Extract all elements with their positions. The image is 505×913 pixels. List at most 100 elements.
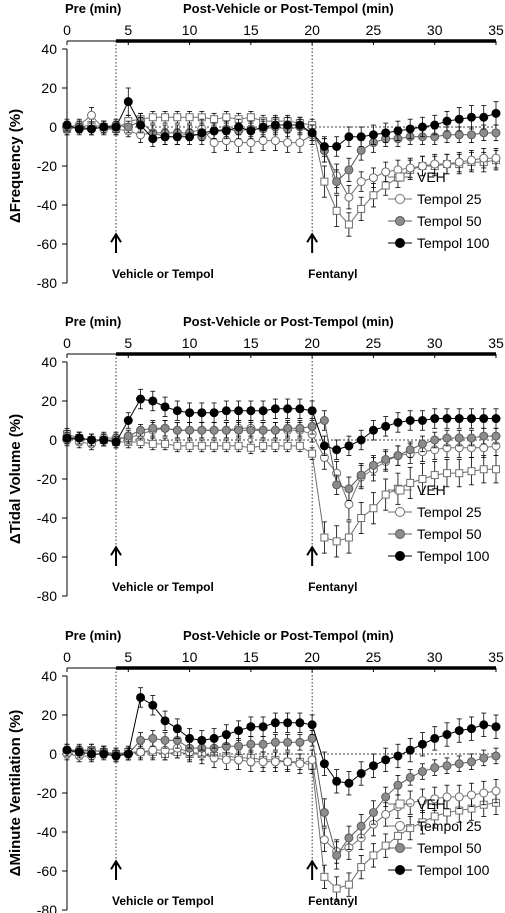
y-tick-label: 40 xyxy=(41,668,57,684)
data-point xyxy=(356,435,366,445)
data-point xyxy=(332,142,342,151)
data-point xyxy=(479,465,488,474)
data-point xyxy=(295,759,305,769)
data-point xyxy=(258,406,268,416)
data-point xyxy=(319,808,329,817)
data-point xyxy=(197,735,207,745)
data-point xyxy=(307,128,317,138)
data-point xyxy=(148,396,158,406)
top-axis-tick-label: 5 xyxy=(124,649,132,665)
data-point xyxy=(222,113,231,122)
legend-marker xyxy=(395,485,405,495)
data-point xyxy=(344,484,354,494)
top-axis-tick-label: 15 xyxy=(243,335,259,351)
data-point xyxy=(283,757,293,767)
data-point xyxy=(332,884,341,893)
data-point xyxy=(270,136,280,146)
data-point xyxy=(393,417,403,427)
data-point xyxy=(234,741,244,751)
data-point xyxy=(172,724,182,734)
data-point xyxy=(442,130,452,140)
top-axis-tick-label: 20 xyxy=(304,22,320,38)
data-point xyxy=(270,757,280,767)
top-axis-tick-label: 10 xyxy=(182,22,198,38)
data-point xyxy=(111,751,121,761)
data-point xyxy=(62,433,72,443)
data-point xyxy=(259,441,268,450)
data-point xyxy=(479,443,489,453)
data-point xyxy=(479,788,489,798)
data-point xyxy=(491,153,501,163)
data-point xyxy=(307,720,317,730)
chart-panel-2: Pre (min) Post-Vehicle or Post-Tempol (mi… xyxy=(7,314,504,604)
data-point xyxy=(356,470,366,480)
data-point xyxy=(491,722,501,732)
data-point xyxy=(368,808,378,817)
y-tick-label: 20 xyxy=(41,707,57,723)
data-point xyxy=(491,128,501,138)
data-point xyxy=(430,159,440,169)
data-point xyxy=(320,533,329,542)
data-point xyxy=(319,416,329,425)
data-point xyxy=(270,425,280,435)
data-point xyxy=(258,739,268,749)
data-point xyxy=(295,737,305,747)
data-point xyxy=(454,792,464,802)
data-point xyxy=(209,425,219,435)
event-label: Vehicle or Tempol xyxy=(112,894,214,908)
y-tick-label: -60 xyxy=(37,236,57,252)
y-tick-label: 0 xyxy=(49,746,57,762)
data-point xyxy=(283,404,293,414)
data-point xyxy=(357,514,366,522)
data-point xyxy=(417,796,427,806)
data-point xyxy=(332,537,341,546)
data-point xyxy=(246,757,256,767)
data-point xyxy=(344,833,354,843)
top-axis-tick-label: 0 xyxy=(63,22,71,38)
top-axis-tick-label: 30 xyxy=(427,335,443,351)
top-axis-tick-label: 25 xyxy=(366,335,382,351)
data-point xyxy=(308,449,317,458)
data-point xyxy=(185,132,195,142)
top-axis-post-label: Post-Vehicle or Post-Tempol (min) xyxy=(183,314,394,329)
data-point xyxy=(197,441,206,450)
data-point xyxy=(123,122,133,132)
series-tempol-50 xyxy=(62,410,501,501)
data-point xyxy=(160,132,170,142)
data-point xyxy=(368,761,378,771)
data-point xyxy=(491,786,501,796)
event-arrow-head xyxy=(306,545,318,556)
data-point xyxy=(246,443,255,452)
event-label: Vehicle or Tempol xyxy=(112,580,214,594)
data-point xyxy=(381,755,391,765)
y-tick-label: -20 xyxy=(37,158,57,174)
data-point xyxy=(234,122,244,132)
legend-marker xyxy=(395,238,405,248)
legend-label: Tempol 25 xyxy=(417,504,482,520)
data-point xyxy=(148,113,157,122)
y-tick-label: -20 xyxy=(37,785,57,801)
data-point xyxy=(491,414,501,424)
data-point xyxy=(283,423,293,433)
data-point xyxy=(307,421,317,431)
data-point xyxy=(381,181,390,190)
data-point xyxy=(209,733,219,743)
data-point xyxy=(479,753,489,763)
data-point xyxy=(221,406,231,416)
data-point xyxy=(430,471,439,480)
event-arrow-head xyxy=(306,232,318,243)
data-point xyxy=(221,425,231,435)
y-tick-label: 0 xyxy=(49,119,57,135)
data-point xyxy=(234,726,244,736)
data-point xyxy=(332,445,342,455)
y-tick-label: -40 xyxy=(37,824,57,840)
data-point xyxy=(442,761,452,771)
data-point xyxy=(136,394,146,404)
legend-label: VEH xyxy=(417,796,446,812)
top-axis-pre-label: Pre (min) xyxy=(65,628,121,643)
data-point xyxy=(405,163,415,173)
data-point xyxy=(111,122,121,132)
data-point xyxy=(258,757,268,767)
data-point xyxy=(320,177,329,186)
